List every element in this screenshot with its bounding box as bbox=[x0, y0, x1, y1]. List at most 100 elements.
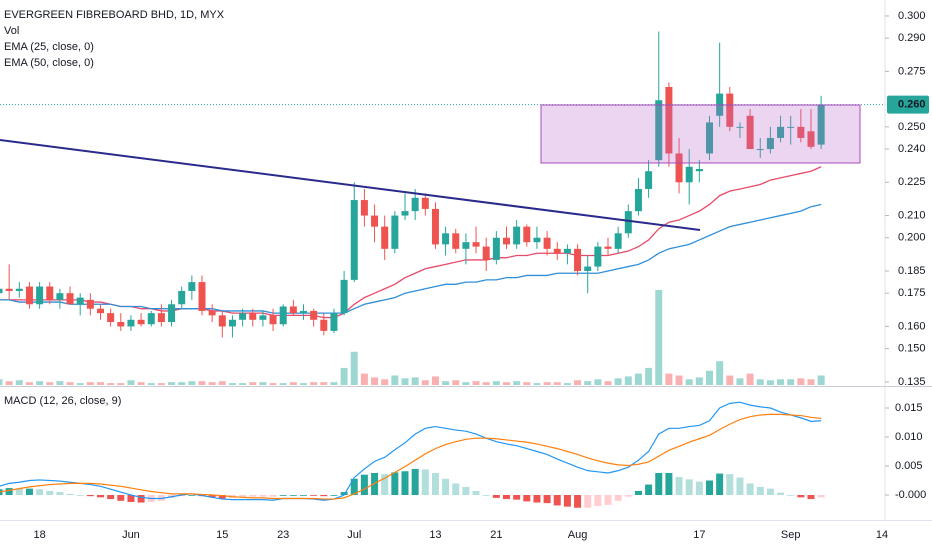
candle-body bbox=[360, 200, 368, 216]
candle-body bbox=[127, 319, 135, 327]
volume-bar bbox=[300, 383, 307, 385]
candle-body bbox=[218, 315, 226, 327]
candle-body bbox=[401, 211, 409, 216]
macd-histogram-bar bbox=[584, 495, 592, 508]
macd-line bbox=[0, 401, 822, 501]
macd-histogram-bar bbox=[411, 468, 419, 496]
y-tick-label: 0.225 bbox=[898, 176, 926, 188]
range-box bbox=[540, 104, 861, 164]
volume-bar bbox=[310, 382, 318, 385]
volume-bar bbox=[726, 375, 734, 385]
candle-body bbox=[66, 293, 74, 305]
candle-body bbox=[249, 313, 257, 320]
volume-bar bbox=[574, 380, 582, 385]
y-tick-label: 0.160 bbox=[898, 320, 926, 332]
candle-body bbox=[513, 226, 521, 245]
macd-histogram-bar bbox=[594, 495, 602, 507]
volume-bar bbox=[442, 381, 450, 385]
x-tick-label: 14 bbox=[876, 529, 888, 541]
macd-histogram-bar bbox=[36, 489, 44, 496]
candle-body bbox=[25, 286, 33, 305]
macd-histogram-bar bbox=[421, 469, 429, 496]
volume-bar bbox=[685, 379, 693, 385]
candle-body bbox=[594, 246, 602, 267]
volume-bar bbox=[706, 370, 713, 385]
candle-body bbox=[574, 248, 582, 272]
macd-histogram-bar bbox=[350, 478, 358, 496]
candle-body bbox=[614, 233, 622, 249]
volume-bar bbox=[289, 382, 297, 385]
macd-histogram-bar bbox=[46, 490, 54, 496]
macd-histogram-bar bbox=[76, 495, 84, 496]
y-tick-label: 0.150 bbox=[898, 343, 926, 355]
macd-histogram-bar bbox=[239, 495, 247, 498]
x-tick-label: Jun bbox=[122, 529, 140, 541]
macd-y-tick-label: 0.010 bbox=[895, 431, 923, 443]
last-price-box bbox=[887, 95, 929, 114]
macd-histogram-bar bbox=[431, 472, 439, 496]
candle-body bbox=[411, 197, 419, 212]
volume-bar bbox=[320, 382, 328, 385]
volume-bar bbox=[178, 382, 186, 385]
macd-histogram-bar bbox=[269, 495, 277, 497]
volume-bar bbox=[198, 381, 206, 385]
candle-body bbox=[97, 308, 104, 314]
candle-body bbox=[787, 126, 795, 128]
candle-body bbox=[137, 319, 145, 325]
macd-histogram-bar bbox=[218, 495, 226, 499]
macd-histogram-bar bbox=[391, 472, 399, 496]
candle-body bbox=[645, 171, 653, 189]
volume-bar bbox=[624, 376, 632, 385]
volume-bar bbox=[736, 378, 744, 385]
volume-bar bbox=[523, 382, 531, 385]
macd-histogram-bar bbox=[279, 495, 287, 496]
macd-histogram-bar bbox=[492, 495, 500, 498]
candle-body bbox=[726, 93, 734, 127]
macd-histogram-bar bbox=[330, 495, 338, 496]
candle-body bbox=[36, 286, 44, 305]
candle-body bbox=[797, 126, 805, 138]
volume-bar bbox=[279, 383, 287, 385]
macd-histogram-bar bbox=[25, 488, 33, 496]
legend-ema-50: EMA (50, close, 0) bbox=[4, 57, 94, 69]
x-tick-label: 21 bbox=[490, 529, 502, 541]
volume-bar bbox=[482, 382, 490, 385]
candle-body bbox=[15, 288, 23, 291]
candle-body bbox=[604, 246, 612, 249]
candle-body bbox=[228, 319, 236, 327]
volume-bar bbox=[249, 382, 257, 385]
volume-bar bbox=[360, 373, 368, 385]
volume-bar bbox=[746, 373, 754, 385]
volume-bar bbox=[431, 376, 439, 385]
candle-body bbox=[168, 304, 176, 323]
volume-bar bbox=[46, 382, 54, 385]
signal-line bbox=[0, 413, 822, 500]
candle-body bbox=[624, 211, 632, 234]
candle-body bbox=[655, 100, 663, 161]
macd-histogram-bar bbox=[746, 483, 754, 496]
macd-histogram-bar bbox=[401, 471, 409, 496]
candle-body bbox=[817, 104, 825, 145]
candle-body bbox=[675, 153, 683, 183]
volume-bar bbox=[533, 383, 541, 385]
x-tick-label: Jul bbox=[347, 529, 361, 541]
macd-histogram-bar bbox=[442, 478, 450, 496]
candle-body bbox=[0, 288, 3, 294]
trend-line bbox=[0, 139, 701, 231]
macd-histogram-bar bbox=[482, 495, 490, 496]
candle-body bbox=[523, 226, 531, 243]
macd-histogram-bar bbox=[188, 495, 196, 496]
volume-bar bbox=[350, 351, 358, 385]
volume-bar bbox=[462, 382, 470, 385]
macd-histogram-bar bbox=[503, 495, 510, 500]
macd-histogram-bar bbox=[259, 495, 267, 497]
macd-histogram-bar bbox=[675, 477, 683, 496]
macd-histogram-bar bbox=[472, 490, 480, 496]
macd-histogram-bar bbox=[523, 495, 531, 502]
volume-bar bbox=[594, 379, 602, 385]
macd-histogram-bar bbox=[665, 472, 673, 496]
candle-body bbox=[807, 131, 815, 147]
macd-histogram-bar bbox=[766, 488, 774, 496]
macd-histogram-bar bbox=[655, 472, 663, 496]
